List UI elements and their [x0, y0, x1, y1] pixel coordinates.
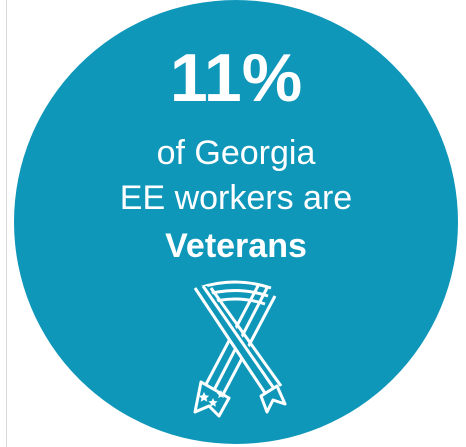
stat-description-line-1: of Georgia [156, 134, 316, 172]
stat-percent: 11% [169, 40, 303, 116]
veterans-ribbon-icon [193, 280, 287, 418]
veterans-stat-circle: 11% of Georgia EE workers are Veterans [14, 0, 458, 444]
stat-description-line-2: EE workers are [119, 179, 353, 217]
frame-border-line [6, 0, 7, 447]
stat-description-highlight: Veterans [165, 227, 307, 265]
